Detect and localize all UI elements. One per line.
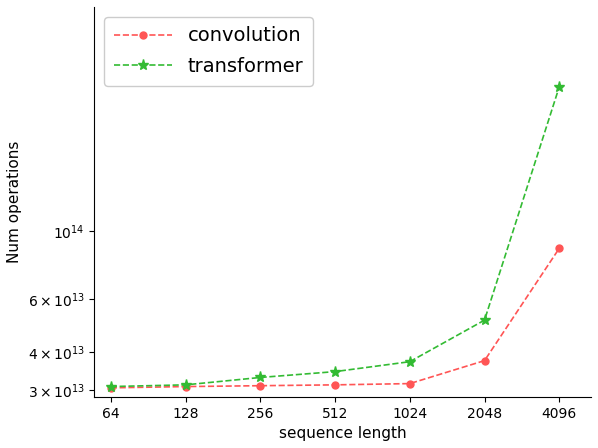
Line: convolution: convolution — [107, 245, 563, 391]
transformer — [556, 84, 563, 90]
Y-axis label: Num operations: Num operations — [7, 141, 22, 263]
X-axis label: sequence length: sequence length — [279, 426, 407, 441]
convolution — [331, 382, 338, 388]
transformer — [481, 318, 488, 323]
convolution — [556, 246, 563, 251]
Line: transformer: transformer — [105, 81, 565, 392]
convolution — [257, 383, 264, 388]
transformer — [331, 369, 338, 374]
convolution — [107, 385, 114, 391]
convolution — [481, 358, 488, 363]
transformer — [257, 375, 264, 380]
transformer — [107, 384, 114, 389]
transformer — [182, 382, 189, 388]
convolution — [406, 381, 413, 386]
Legend: convolution, transformer: convolution, transformer — [104, 17, 313, 86]
convolution — [182, 384, 189, 389]
transformer — [406, 359, 413, 364]
